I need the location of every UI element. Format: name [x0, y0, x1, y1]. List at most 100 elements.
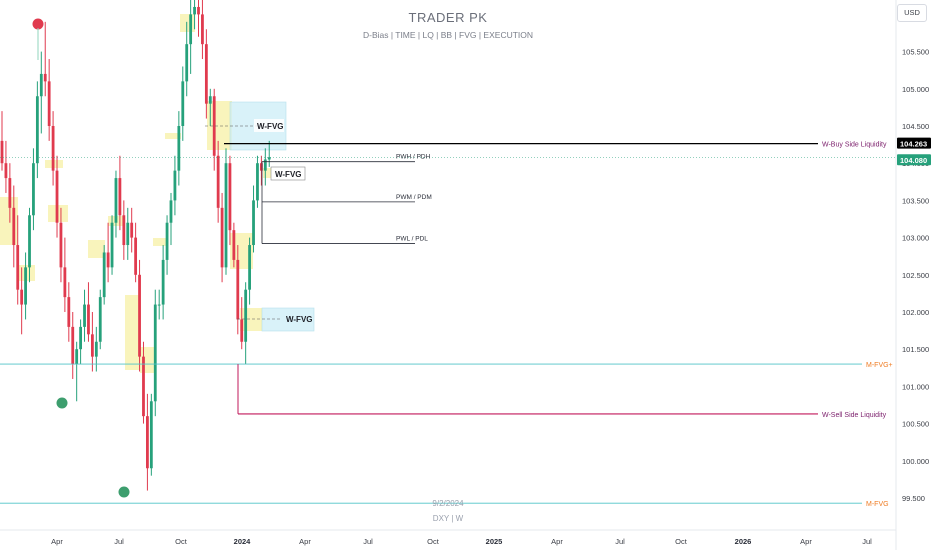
candle-body: [236, 259, 240, 320]
candle-body: [83, 304, 86, 327]
time-tick-label: 2024: [234, 537, 252, 546]
candle-body: [8, 178, 12, 208]
time-tick-label: Apr: [551, 537, 563, 546]
time-tick-label: 2025: [486, 537, 503, 546]
candle-body: [161, 259, 165, 305]
candle-body: [94, 341, 98, 357]
candle-body: [197, 6, 200, 15]
candle-body: [32, 163, 35, 216]
w-fvg-label: W-FVG: [286, 315, 313, 324]
candle-body: [63, 267, 67, 298]
watermark-date: 9/2/2024: [432, 499, 464, 508]
candle-body: [204, 44, 208, 104]
w-fvg-label: W-FVG: [275, 170, 302, 179]
time-tick-label: Jul: [862, 537, 872, 546]
fvg-zones: [0, 14, 315, 373]
candle-body: [79, 326, 82, 350]
candle-body: [208, 96, 212, 104]
time-tick-label: Jul: [363, 537, 373, 546]
candle-body: [110, 222, 114, 268]
swing-markers: [32, 18, 130, 498]
price-tick-label: 105.000: [902, 85, 929, 94]
candle-body: [28, 215, 31, 268]
chart-title: TRADER PK: [408, 10, 488, 25]
candle-body: [106, 252, 110, 268]
price-tick-label: 105.500: [902, 48, 929, 57]
candle-body: [216, 155, 220, 208]
price-tick-label: 100.000: [902, 457, 929, 466]
time-tick-label: Oct: [675, 537, 688, 546]
fvg-zone-yellow: [240, 308, 262, 331]
candle-body: [263, 159, 267, 171]
candle-body: [130, 222, 134, 238]
candle-body: [59, 222, 63, 268]
price-axis[interactable]: 99.500 100.000 100.500 101.000 101.500 102.00…: [895, 0, 931, 550]
candle-body: [87, 304, 90, 335]
candle-body: [177, 126, 181, 171]
time-tick-label: Apr: [299, 537, 311, 546]
time-axis[interactable]: Apr Jul Oct 2024 Apr Jul Oct 2025 Apr Jul Oct 2026 A…: [0, 529, 896, 546]
fvg-zone-yellow: [88, 240, 105, 258]
price-tick-label: 100.500: [902, 420, 929, 429]
candle-body: [259, 163, 263, 171]
candle-body: [126, 222, 130, 246]
candle-body: [20, 289, 24, 305]
candle-body: [193, 6, 196, 15]
candle-body: [142, 356, 145, 417]
candle-body: [224, 163, 228, 268]
swing-low-marker: [56, 397, 68, 409]
watermark-symbol: DXY | W: [432, 514, 464, 523]
candle-body: [248, 245, 251, 290]
last-price-tag: [897, 154, 931, 166]
time-tick-label: Oct: [427, 537, 440, 546]
candlesticks: [0, 0, 271, 491]
price-tick-label: 104.500: [902, 122, 929, 131]
price-tick-label: 102.500: [902, 271, 929, 280]
sell-liquidity-label: W-Sell Side Liquidity: [822, 412, 887, 419]
candle-body: [24, 267, 27, 305]
fvg-zone-cyan: [261, 307, 315, 332]
candle-body: [173, 170, 177, 201]
swing-low-marker: [118, 486, 130, 498]
candle-body: [102, 252, 106, 298]
chart-subtitle: D-Bias | TIME | LQ | BB | FVG | EXECUTIO…: [362, 30, 534, 40]
price-tick-label: 102.000: [902, 308, 929, 317]
price-tick-label: 101.000: [902, 382, 929, 391]
candle-body: [157, 304, 161, 306]
candle-body: [55, 170, 59, 223]
candle-body: [267, 157, 271, 160]
pwl-label: PWL / PDL: [396, 236, 428, 243]
candle-body: [16, 245, 20, 290]
candle-body: [189, 14, 193, 45]
candle-body: [212, 96, 216, 156]
candle-body: [75, 349, 79, 365]
pwh-label: PWH / PDH: [396, 154, 431, 161]
candle-body: [181, 81, 185, 126]
price-tick-label: 101.500: [902, 345, 929, 354]
candle-body: [169, 200, 173, 223]
swing-high-marker: [32, 18, 44, 30]
pwm-label: PWM / PDM: [396, 194, 432, 201]
fvg-zone-yellow: [230, 233, 253, 269]
candle-body: [67, 297, 71, 327]
candle-body: [12, 207, 16, 246]
buy-liquidity-price-text: 104.263: [900, 140, 927, 149]
candle-body: [252, 200, 255, 246]
candle-body: [43, 73, 47, 82]
fvg-zone-yellow: [153, 238, 167, 246]
candle-body: [90, 334, 94, 357]
candle-body: [51, 126, 55, 171]
candle-body: [138, 274, 141, 357]
fvg-zone-yellow: [165, 133, 181, 139]
time-tick-label: Jul: [114, 537, 124, 546]
candle-body: [165, 222, 169, 260]
candle-body: [240, 319, 244, 342]
candle-body: [149, 401, 153, 469]
w-fvg-label: W-FVG: [257, 122, 284, 131]
currency-button[interactable]: USD: [897, 4, 927, 22]
last-price-text: 104.080: [900, 156, 927, 165]
candle-body: [0, 140, 4, 164]
candle-body: [122, 215, 126, 246]
time-tick-label: 2026: [735, 537, 752, 546]
